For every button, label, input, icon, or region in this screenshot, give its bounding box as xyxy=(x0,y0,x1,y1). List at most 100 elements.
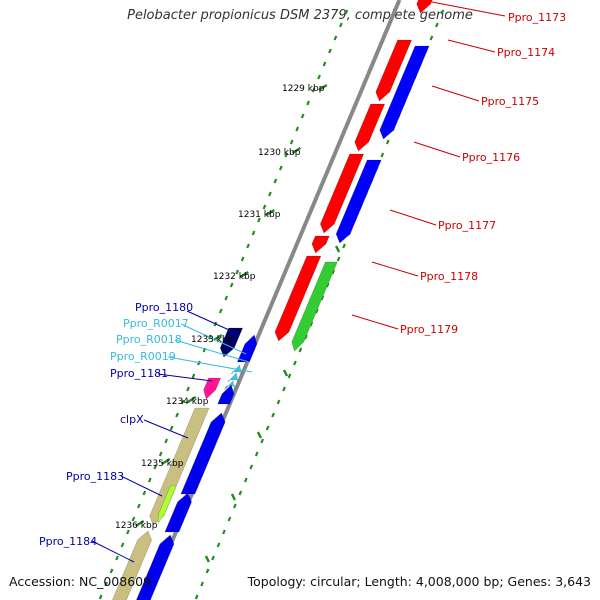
leader-line xyxy=(371,261,419,277)
tick-dot-inner xyxy=(115,555,119,561)
minor-tick xyxy=(204,555,210,563)
tick-dot-inner xyxy=(273,178,278,184)
tick-dot-inner xyxy=(164,438,169,444)
major-tick xyxy=(187,395,197,404)
tick-dot-inner xyxy=(344,9,349,15)
tick-dot-inner xyxy=(289,139,294,145)
minor-tick xyxy=(334,245,341,253)
tick-dot-inner xyxy=(268,191,272,197)
tick-dot-outer xyxy=(271,412,275,418)
tick-dot-outer xyxy=(222,529,226,535)
gene-label-forward: Ppro_1179 xyxy=(400,323,458,336)
minor-tick xyxy=(230,493,237,501)
gene-label-forward: Ppro_1176 xyxy=(462,151,520,164)
leader-line xyxy=(91,540,135,563)
major-tick xyxy=(318,83,328,92)
tick-dot-outer xyxy=(216,542,221,548)
map-title: Pelobacter propionicus DSM 2379, complet… xyxy=(127,8,473,23)
tick-dot-inner xyxy=(339,22,343,28)
scale-label: 1234 kbp xyxy=(166,397,209,407)
gene-arrow-forward xyxy=(354,103,386,152)
tick-dot-outer xyxy=(265,425,270,431)
major-tick xyxy=(239,270,249,279)
tick-dot-inner xyxy=(153,464,158,470)
gene-arrow-forward xyxy=(291,261,338,352)
topology-text: Topology: circular; Length: 4,008,000 bp… xyxy=(247,574,591,589)
tick-dot-outer xyxy=(260,438,265,444)
major-tick xyxy=(291,146,302,155)
gene-label-reverse: Ppro_1181 xyxy=(110,367,168,380)
scale-label: 1231 kbp xyxy=(238,210,281,220)
tick-dot-outer xyxy=(200,581,204,587)
gene-arrow-forward xyxy=(416,0,433,14)
leader-line xyxy=(431,85,480,102)
tick-dot-outer xyxy=(380,152,385,158)
scale-label: 1232 kbp xyxy=(213,272,256,282)
gene-label-forward: Ppro_1175 xyxy=(481,95,539,108)
tick-dot-inner xyxy=(147,477,152,483)
gene-arrow-reverse xyxy=(136,534,175,600)
minor-tick xyxy=(256,431,263,439)
tick-dot-outer xyxy=(243,477,248,483)
tick-dot-inner xyxy=(229,282,234,288)
tick-dot-inner xyxy=(104,581,108,587)
gene-arrow-forward xyxy=(375,39,413,102)
gene-label-rna: Ppro_R0017 xyxy=(123,317,189,330)
tick-dot-inner xyxy=(322,61,327,67)
tick-dot-outer xyxy=(435,22,439,28)
gene-arrow-reverse xyxy=(157,485,177,525)
tick-dot-inner xyxy=(278,165,283,171)
leader-line xyxy=(143,419,189,439)
gene-label-reverse: Ppro_1184 xyxy=(39,535,97,548)
tick-dot-inner xyxy=(186,386,190,392)
gene-arrow-forward xyxy=(379,45,430,140)
leader-line xyxy=(120,475,163,497)
gene-arrow-forward xyxy=(335,159,382,244)
gene-label-forward: Ppro_1174 xyxy=(497,46,555,59)
tick-dot-inner xyxy=(240,256,245,262)
tick-dot-inner xyxy=(158,451,163,457)
scale-label: 1236 kbp xyxy=(115,521,158,531)
tick-dot-inner xyxy=(284,152,289,158)
gene-label-forward: Ppro_1177 xyxy=(438,219,496,232)
gene-arrow-reverse xyxy=(236,334,258,363)
tick-dot-inner xyxy=(142,490,147,496)
tick-dot-outer xyxy=(287,373,292,379)
gene-label-rna: Ppro_R0018 xyxy=(116,333,182,346)
tick-dot-outer xyxy=(238,490,243,496)
tick-dot-inner xyxy=(300,113,305,119)
major-tick xyxy=(161,457,171,466)
leader-line xyxy=(413,141,461,158)
tick-dot-inner xyxy=(191,373,196,379)
leader-line xyxy=(167,356,253,373)
tick-dot-inner xyxy=(311,87,316,93)
tick-dot-inner xyxy=(169,425,174,431)
scale-label: 1235 kbp xyxy=(141,459,184,469)
tick-dot-inner xyxy=(218,308,223,314)
scale-label: 1229 kbp xyxy=(282,84,325,94)
gene-arrow-forward xyxy=(319,153,365,234)
tick-dot-inner xyxy=(120,542,125,548)
gene-label-forward: Ppro_1173 xyxy=(508,11,566,24)
tick-dot-inner xyxy=(126,529,130,535)
scale-label: 1233 kbp xyxy=(191,335,234,345)
gene-label-reverse: Ppro_1180 xyxy=(135,301,193,314)
tick-dot-inner xyxy=(137,503,141,509)
tick-dot-outer xyxy=(227,516,232,522)
leader-line xyxy=(174,339,250,363)
gene-arrow-reverse xyxy=(164,492,192,533)
tick-dot-inner xyxy=(175,412,179,418)
tick-dot-inner xyxy=(235,269,240,275)
leader-line xyxy=(157,373,213,382)
tick-dot-outer xyxy=(336,256,341,262)
leader-line xyxy=(431,1,506,17)
leader-line xyxy=(447,39,496,53)
tick-dot-inner xyxy=(98,594,103,600)
tick-dot-inner xyxy=(251,230,256,236)
tick-dot-inner xyxy=(295,126,300,132)
leader-line xyxy=(180,323,247,355)
gene-arrow-forward xyxy=(274,255,322,342)
tick-dot-outer xyxy=(293,360,297,366)
minor-tick xyxy=(282,369,289,377)
